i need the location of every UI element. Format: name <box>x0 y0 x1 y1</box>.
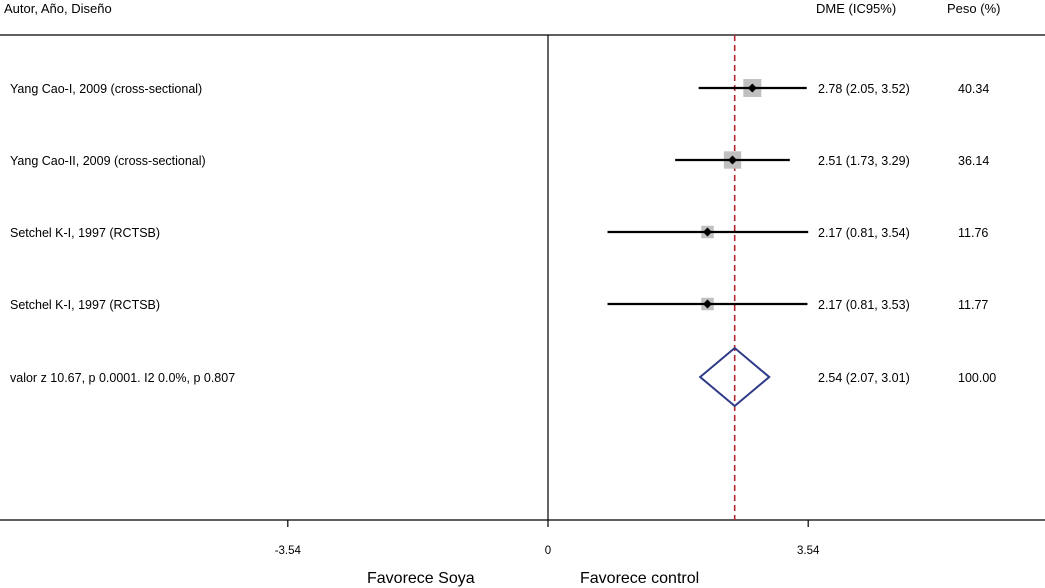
favours-left-label: Favorece Soya <box>367 570 475 587</box>
study-label: Setchel K-I, 1997 (RCTSB) <box>10 298 160 312</box>
study-label: Yang Cao-II, 2009 (cross-sectional) <box>10 154 206 168</box>
effect-ci-text: 2.51 (1.73, 3.29) <box>818 154 910 168</box>
weight-text: 36.14 <box>958 154 989 168</box>
header-estimate: DME (IC95%) <box>816 1 896 16</box>
header-label: Autor, Año, Diseño <box>4 1 112 16</box>
summary-diamond <box>698 346 771 408</box>
x-tick-label: -3.54 <box>275 545 302 557</box>
point-estimate-marker <box>702 227 712 237</box>
weight-text: 11.77 <box>958 298 988 312</box>
point-estimate-marker <box>702 299 712 309</box>
weight-text: 40.34 <box>958 82 989 96</box>
effect-ci-text: 2.17 (0.81, 3.53) <box>818 298 910 312</box>
study-label: Setchel K-I, 1997 (RCTSB) <box>10 226 160 240</box>
weight-text: 11.76 <box>958 226 988 240</box>
point-estimate-marker <box>747 83 757 93</box>
summary-weight-text: 100.00 <box>958 371 996 385</box>
study-label: Yang Cao-I, 2009 (cross-sectional) <box>10 82 202 96</box>
effect-ci-text: 2.17 (0.81, 3.54) <box>818 226 910 240</box>
favours-right-label: Favorece control <box>580 570 699 587</box>
effect-ci-text: 2.78 (2.05, 3.52) <box>818 82 910 96</box>
point-estimate-marker <box>727 155 737 165</box>
x-tick-label: 0 <box>545 545 551 557</box>
header-weight: Peso (%) <box>947 1 1000 16</box>
summary-ci-text: 2.54 (2.07, 3.01) <box>818 371 910 385</box>
summary-label: valor z 10.67, p 0.0001. I2 0.0%, p 0.80… <box>10 371 235 385</box>
x-tick-label: 3.54 <box>797 545 820 557</box>
